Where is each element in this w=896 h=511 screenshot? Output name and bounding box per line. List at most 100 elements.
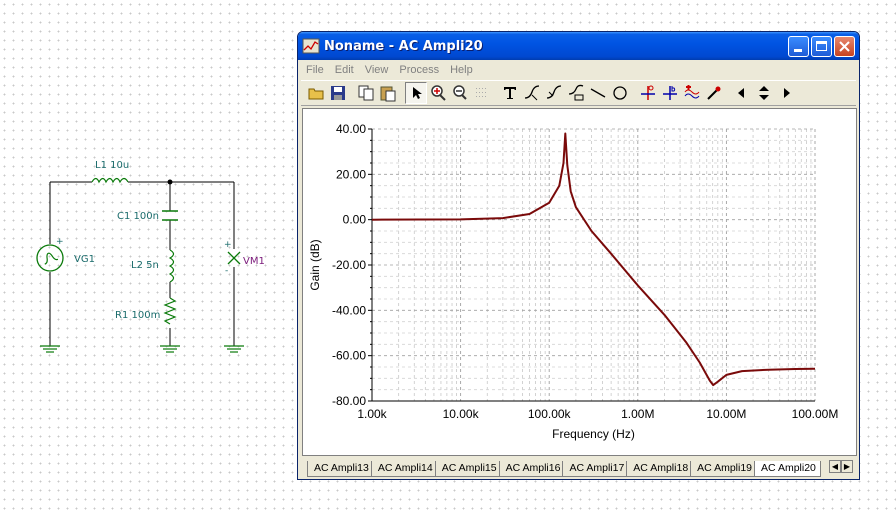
voltmeter-vm1[interactable] — [227, 251, 241, 265]
text-button[interactable] — [499, 82, 521, 104]
analysis-window[interactable]: Noname - AC Ampli20 File Edit View Proce… — [297, 31, 860, 480]
inductor-l2[interactable] — [168, 249, 175, 283]
cursor-a-button[interactable] — [637, 82, 659, 104]
paste-button[interactable] — [377, 82, 399, 104]
menu-view[interactable]: View — [364, 64, 389, 76]
resistor-r1[interactable] — [163, 297, 177, 325]
waveform-button[interactable] — [681, 82, 703, 104]
arrow-updown-icon — [759, 86, 769, 100]
y-tick-label: 40.00 — [336, 122, 366, 136]
vm1-minus: - — [225, 266, 228, 276]
maximize-button[interactable] — [811, 36, 832, 57]
x-axis-label: Frequency (Hz) — [552, 427, 635, 441]
zoom-fit-icon — [453, 85, 467, 100]
tab-ac-ampli20[interactable]: AC Ampli20 — [754, 461, 821, 477]
maximize-icon — [816, 41, 827, 51]
pointer-icon — [413, 87, 422, 99]
tab-ac-ampli15[interactable]: AC Ampli15 — [434, 461, 502, 477]
close-button[interactable] — [834, 36, 855, 57]
x-tick-label: 10.00M — [706, 407, 746, 421]
y-axis-label: Gain (dB) — [308, 239, 322, 290]
tab-ac-ampli14[interactable]: AC Ampli14 — [370, 461, 438, 477]
menu-file[interactable]: File — [306, 64, 324, 76]
tab-ac-ampli13[interactable]: AC Ampli13 — [307, 461, 374, 477]
arrow-right-button[interactable] — [775, 82, 797, 104]
copy-button[interactable] — [355, 82, 377, 104]
inductor-l1[interactable] — [91, 177, 129, 184]
y-tick-label: -20.00 — [332, 258, 366, 272]
tab-scroll-right-button[interactable]: ▶ — [841, 460, 853, 473]
zoom-fit-button[interactable] — [449, 82, 471, 104]
curve-label-button[interactable] — [565, 82, 587, 104]
x-tick-label: 100.00M — [792, 407, 839, 421]
app-icon — [302, 38, 320, 54]
generator-vg1[interactable] — [36, 244, 64, 272]
y-tick-label: 20.00 — [336, 167, 366, 181]
menu-process[interactable]: Process — [399, 64, 440, 76]
y-tick-label: -80.00 — [332, 394, 366, 408]
tab-ac-ampli18[interactable]: AC Ampli18 — [626, 461, 694, 477]
curve-add-icon — [524, 85, 540, 101]
copy-icon — [358, 85, 374, 101]
minimize-button[interactable] — [788, 36, 809, 57]
open-icon — [308, 88, 324, 100]
y-tick-label: -60.00 — [332, 349, 366, 363]
tab-ac-ampli16[interactable]: AC Ampli16 — [498, 461, 566, 477]
paste-icon — [380, 86, 396, 102]
probe-button[interactable] — [703, 82, 725, 104]
vg1-plus: + — [56, 237, 64, 247]
label-vm1: VM1 — [243, 256, 265, 267]
gain-curve — [371, 132, 816, 387]
label-l2: L2 5n — [131, 260, 159, 271]
label-r1: R1 100m — [115, 310, 160, 321]
pointer-button[interactable] — [405, 82, 427, 104]
ground-symbol — [40, 345, 60, 353]
tab-ac-ampli17[interactable]: AC Ampli17 — [562, 461, 630, 477]
vm1-plus: + — [224, 240, 232, 250]
label-l1: L1 10u — [95, 160, 129, 171]
tab-ac-ampli19[interactable]: AC Ampli19 — [690, 461, 758, 477]
arrow-right-icon — [784, 88, 790, 98]
curve-edit-icon — [546, 85, 562, 99]
capacitor-c1[interactable] — [162, 210, 178, 221]
plot-area[interactable]: 1.00k 10.00k 100.00k 1.00M 10.00M 100.00M 40.0… — [302, 108, 857, 456]
cursor-a-icon — [641, 85, 655, 100]
circle-icon — [613, 86, 627, 100]
curve-label-icon — [568, 84, 584, 101]
label-vg1: VG1 — [74, 254, 95, 265]
line-button[interactable] — [587, 82, 609, 104]
x-tick-label: 10.00k — [443, 407, 480, 421]
cursor-b-icon — [663, 86, 677, 100]
line-icon — [590, 88, 606, 98]
junction-dot — [167, 179, 173, 185]
title-bar[interactable]: Noname - AC Ampli20 — [298, 32, 859, 60]
zoom-in-button[interactable] — [427, 82, 449, 104]
arrow-left-icon — [738, 88, 744, 98]
cursor-b-button[interactable] — [659, 82, 681, 104]
ground-symbol — [160, 345, 180, 353]
save-icon — [331, 86, 345, 100]
menu-edit[interactable]: Edit — [334, 64, 354, 76]
arrow-left-button[interactable] — [731, 82, 753, 104]
close-icon — [839, 41, 850, 52]
grid-icon — [476, 88, 486, 97]
label-c1: C1 100n — [117, 211, 159, 222]
minimize-icon — [794, 49, 802, 52]
zoom-in-icon — [431, 85, 446, 101]
grid-button[interactable] — [471, 82, 493, 104]
circle-button[interactable] — [609, 82, 631, 104]
circuit-schematic[interactable]: L1 10u C1 100n L2 5n R1 100m VG1 VM1 + +… — [0, 0, 290, 511]
open-button[interactable] — [305, 82, 327, 104]
arrow-updown-button[interactable] — [753, 82, 775, 104]
tab-scroll-left-button[interactable]: ◀ — [829, 460, 841, 473]
text-icon — [504, 87, 516, 99]
save-button[interactable] — [327, 82, 349, 104]
ground-symbol — [224, 345, 244, 353]
gain-chart[interactable]: 1.00k 10.00k 100.00k 1.00M 10.00M 100.00M 40.0… — [303, 109, 856, 455]
y-tick-label: 0.00 — [343, 213, 367, 227]
y-tick-label: -40.00 — [332, 303, 366, 317]
curve-edit-button[interactable] — [543, 82, 565, 104]
curve-add-button[interactable] — [521, 82, 543, 104]
menu-help[interactable]: Help — [450, 64, 473, 76]
x-tick-label: 1.00M — [621, 407, 654, 421]
